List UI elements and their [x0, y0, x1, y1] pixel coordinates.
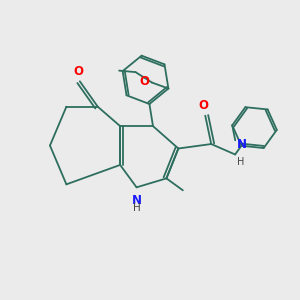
Text: H: H — [133, 203, 140, 213]
Text: O: O — [73, 65, 83, 78]
Text: H: H — [237, 157, 244, 167]
Text: O: O — [140, 75, 150, 88]
Text: O: O — [199, 99, 209, 112]
Text: N: N — [237, 138, 247, 151]
Text: N: N — [132, 194, 142, 207]
